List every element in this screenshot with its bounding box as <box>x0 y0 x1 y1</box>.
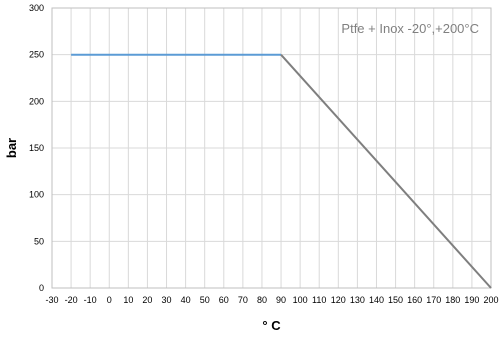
y-tick-label: 150 <box>29 143 44 153</box>
x-tick-label: 120 <box>331 295 346 305</box>
x-tick-label: 70 <box>238 295 248 305</box>
x-tick-label: 90 <box>276 295 286 305</box>
y-tick-label: 100 <box>29 190 44 200</box>
x-tick-label: 20 <box>142 295 152 305</box>
series-line <box>280 54 492 289</box>
y-tick-labels: 0 50 100 150 200 250 300 <box>29 3 44 293</box>
x-tick-label: 140 <box>369 295 384 305</box>
x-tick-label: -10 <box>84 295 97 305</box>
y-tick-label: 200 <box>29 96 44 106</box>
x-tick-label: 190 <box>464 295 479 305</box>
y-axis-title: bar <box>4 138 19 158</box>
x-tick-label: 10 <box>123 295 133 305</box>
y-tick-label: 250 <box>29 50 44 60</box>
x-tick-label: 80 <box>257 295 267 305</box>
x-tick-label: 160 <box>407 295 422 305</box>
x-tick-label: 50 <box>200 295 210 305</box>
x-tick-label: 60 <box>219 295 229 305</box>
x-axis-title: ° C <box>262 318 281 333</box>
x-tick-label: 0 <box>107 295 112 305</box>
x-tick-labels: -30 -20 -10 0 10 20 30 40 50 60 70 80 90 100 110 120 130… <box>45 295 498 305</box>
series-lines <box>71 53 492 289</box>
x-tick-label: 30 <box>162 295 172 305</box>
x-tick-label: 200 <box>483 295 498 305</box>
chart-annotation: Ptfe + Inox -20°,+200°C <box>341 21 479 36</box>
y-tick-label: 50 <box>34 236 44 246</box>
x-tick-label: 130 <box>350 295 365 305</box>
x-tick-label: 180 <box>445 295 460 305</box>
x-tick-label: 150 <box>388 295 403 305</box>
y-tick-label: 0 <box>39 283 44 293</box>
gridlines <box>51 7 492 289</box>
plot-area-border <box>51 7 492 289</box>
x-tick-label: -20 <box>65 295 78 305</box>
x-tick-label: 110 <box>312 295 326 305</box>
x-tick-label: 100 <box>293 295 308 305</box>
x-tick-label: 40 <box>181 295 191 305</box>
y-tick-label: 300 <box>29 3 44 13</box>
x-tick-label: 170 <box>426 295 441 305</box>
x-tick-label: -30 <box>45 295 58 305</box>
